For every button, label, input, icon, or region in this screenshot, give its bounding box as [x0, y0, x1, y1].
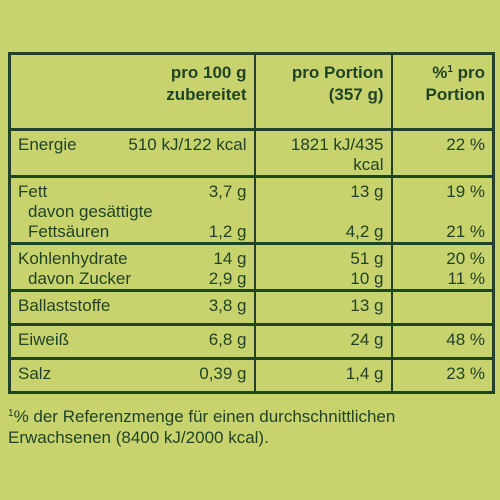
- cell-salz-label: Salz 0,39 g: [8, 357, 256, 393]
- value-fettsaeuren-pct: 21 %: [446, 222, 485, 241]
- label-zucker: davon Zucker: [28, 269, 131, 288]
- footnote-line1-text: % der Referenzmenge für einen durchschni…: [13, 407, 396, 426]
- cell-kh-label: Kohlenhydrate 14 g davon Zucker 2,9 g: [8, 242, 256, 291]
- value-energie-pct: 22 %: [390, 128, 495, 177]
- table-header-row: pro 100 g zubereitet pro Portion (357 g)…: [8, 53, 495, 130]
- value-ballast-per100: 3,8 g: [208, 296, 247, 315]
- value-energie-portion: 1821 kJ/435 kcal: [253, 128, 393, 177]
- value-fettsaeuren-per100: 1,2 g: [208, 222, 247, 241]
- header-per-portion: pro Portion (357 g): [253, 53, 393, 130]
- value-kh-per100: 14 g: [213, 249, 247, 268]
- cell-kh-portion: 51 g 10 g: [253, 242, 393, 291]
- fettsaeuren-label-row: Fettsäuren 1,2 g: [18, 222, 247, 242]
- header-per-100g-line2: zubereitet: [166, 85, 247, 104]
- row-fett: Fett 3,7 g davon gesättigte Fettsäuren 1…: [8, 175, 495, 244]
- label-eiweiss: Eiweiß: [18, 330, 70, 349]
- cell-ballast-label: Ballaststoffe 3,8 g: [8, 289, 256, 325]
- row-kohlenhydrate: Kohlenhydrate 14 g davon Zucker 2,9 g 51…: [8, 242, 495, 291]
- row-energie: Energie 510 kJ/122 kcal 1821 kJ/435 kcal…: [8, 128, 495, 177]
- footnote-sup: 1: [8, 408, 14, 419]
- value-zucker-portion: 10 g: [350, 269, 384, 288]
- fett-label-row: Fett 3,7 g: [18, 182, 247, 202]
- header-percent-line2: Portion: [425, 85, 486, 104]
- value-zucker-pct: 11 %: [447, 269, 486, 288]
- header-percent-rest: pro: [452, 63, 485, 82]
- label-gesaettigte-line1: davon gesättigte: [28, 202, 153, 221]
- header-per-100g-line1: pro 100 g: [170, 63, 247, 82]
- cell-fett-label: Fett 3,7 g davon gesättigte Fettsäuren 1…: [8, 175, 256, 244]
- header-portion-line1: pro Portion: [291, 63, 384, 82]
- label-salz: Salz: [18, 364, 52, 383]
- nutrition-table: pro 100 g zubereitet pro Portion (357 g)…: [8, 52, 495, 394]
- value-fettsaeuren-portion: 4,2 g: [345, 222, 384, 241]
- header-percent-sup: 1: [447, 64, 453, 75]
- value-kh-portion: 51 g: [350, 249, 384, 268]
- header-per-100g: pro 100 g zubereitet: [8, 53, 256, 130]
- value-energie-per100: 510 kJ/122 kcal: [128, 135, 247, 154]
- value-fett-pct: 19 %: [446, 182, 485, 201]
- kh-label-row: Kohlenhydrate 14 g: [18, 249, 247, 269]
- cell-energie-label: Energie 510 kJ/122 kcal: [8, 128, 256, 177]
- value-eiweiss-portion: 24 g: [253, 323, 393, 359]
- row-eiweiss: Eiweiß 6,8 g 24 g 48 %: [8, 323, 495, 359]
- value-eiweiss-per100: 6,8 g: [208, 330, 247, 349]
- footnote: 1% der Referenzmenge für einen durchschn…: [8, 406, 492, 448]
- zucker-label-row: davon Zucker 2,9 g: [18, 269, 247, 289]
- label-fettsaeuren: Fettsäuren: [28, 222, 110, 241]
- value-salz-per100: 0,39 g: [199, 364, 247, 383]
- salz-label-row: Salz 0,39 g: [18, 364, 247, 384]
- label-ballaststoffe: Ballaststoffe: [18, 296, 111, 315]
- value-kh-pct: 20 %: [446, 249, 485, 268]
- header-percent: %1 pro Portion: [390, 53, 495, 130]
- value-fett-per100: 3,7 g: [208, 182, 247, 201]
- value-fett-portion: 13 g: [350, 182, 384, 201]
- value-salz-pct: 23 %: [390, 357, 495, 393]
- footnote-line2: Erwachsenen (8400 kJ/2000 kcal).: [8, 428, 269, 447]
- eiweiss-label-row: Eiweiß 6,8 g: [18, 330, 247, 350]
- energie-label-row: Energie 510 kJ/122 kcal: [18, 135, 247, 155]
- ballast-label-row: Ballaststoffe 3,8 g: [18, 296, 247, 316]
- header-portion-line2: (357 g): [328, 85, 384, 104]
- row-ballaststoffe: Ballaststoffe 3,8 g 13 g: [8, 289, 495, 325]
- label-energie: Energie: [18, 135, 77, 154]
- header-percent-line1: %1 pro: [432, 63, 485, 82]
- value-ballast-portion: 13 g: [253, 289, 393, 325]
- footnote-line1: 1% der Referenzmenge für einen durchschn…: [8, 406, 492, 427]
- cell-fett-pct: 19 % 21 %: [390, 175, 495, 244]
- value-ballast-pct: [390, 289, 495, 325]
- cell-eiweiss-label: Eiweiß 6,8 g: [8, 323, 256, 359]
- cell-fett-portion: 13 g 4,2 g: [253, 175, 393, 244]
- value-zucker-per100: 2,9 g: [208, 269, 247, 288]
- label-kohlenhydrate: Kohlenhydrate: [18, 249, 128, 268]
- cell-kh-pct: 20 % 11 %: [390, 242, 495, 291]
- value-eiweiss-pct: 48 %: [390, 323, 495, 359]
- label-fett: Fett: [18, 182, 48, 201]
- value-salz-portion: 1,4 g: [253, 357, 393, 393]
- row-salz: Salz 0,39 g 1,4 g 23 %: [8, 357, 495, 393]
